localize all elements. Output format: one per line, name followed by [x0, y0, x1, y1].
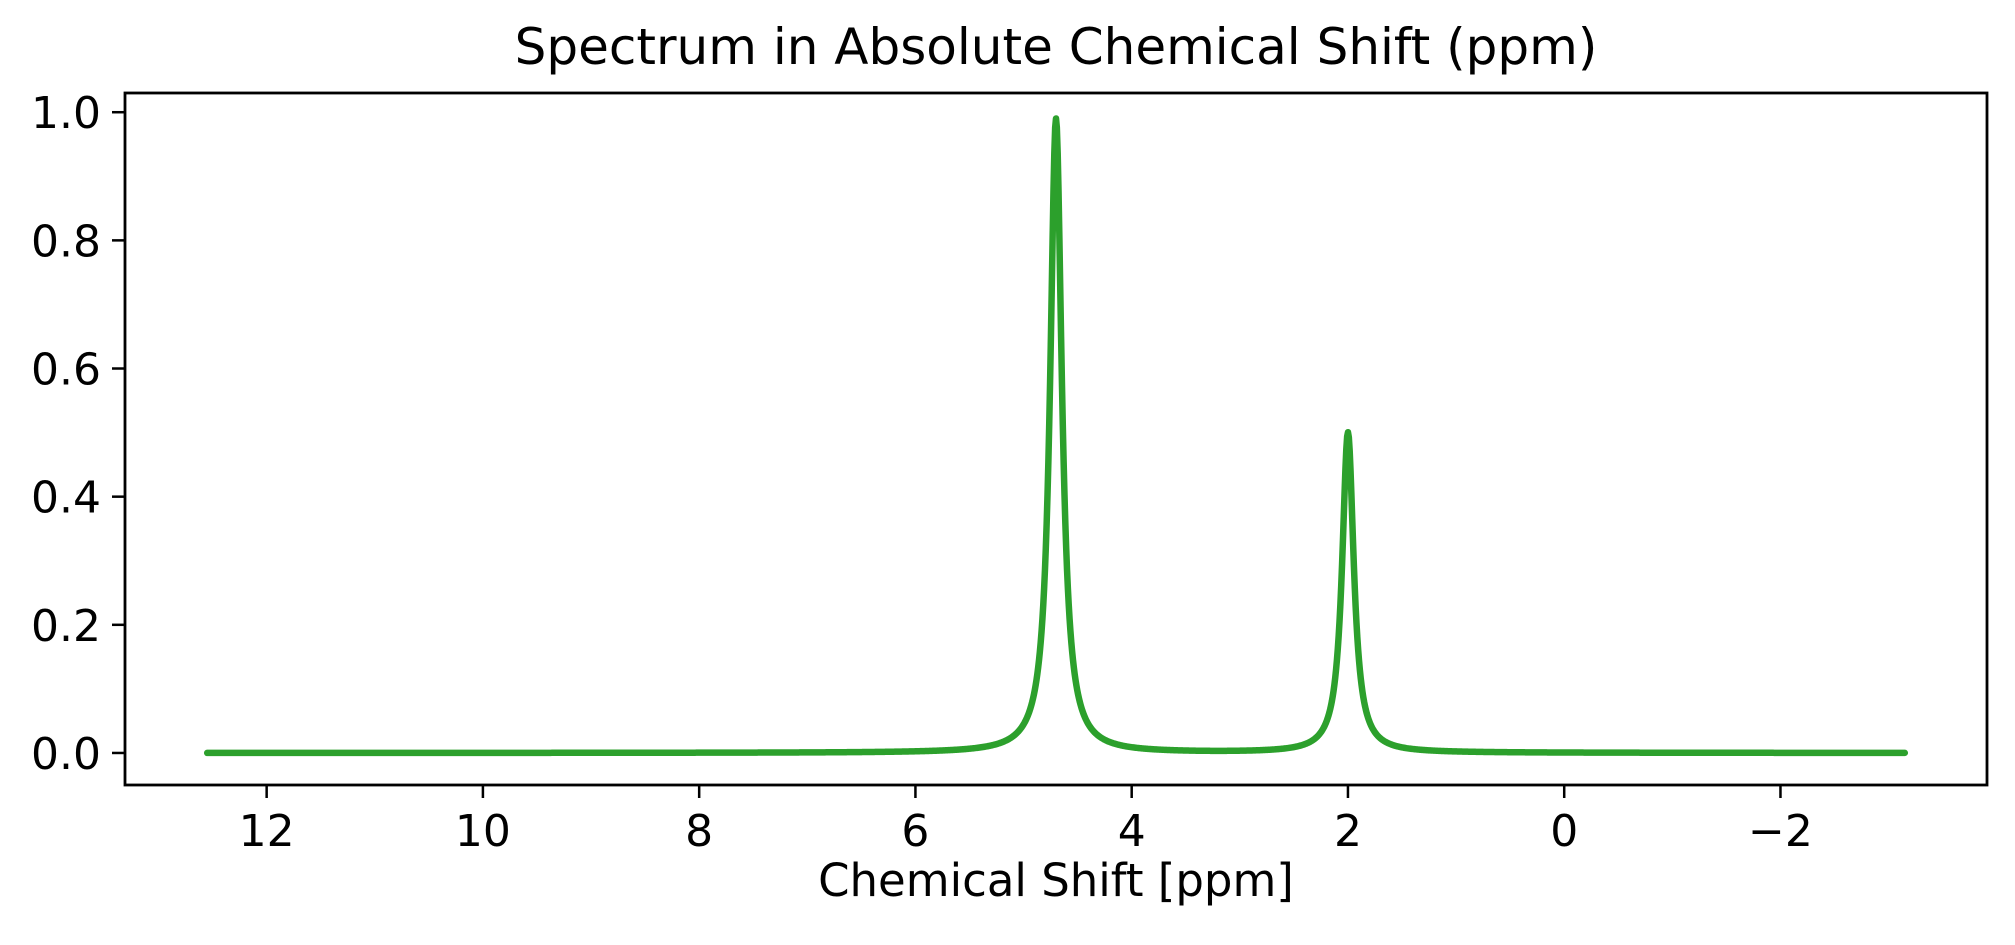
y-tick-label: 0.2: [31, 601, 101, 652]
x-axis-label: Chemical Shift [ppm]: [818, 854, 1294, 907]
y-tick-label: 0.8: [31, 216, 101, 267]
y-tick-label: 0.4: [31, 473, 101, 524]
x-tick-label: 10: [455, 806, 511, 857]
chart-title: Spectrum in Absolute Chemical Shift (ppm…: [514, 18, 1598, 76]
x-tick-label: 12: [239, 806, 295, 857]
x-tick-label: 6: [901, 806, 929, 857]
x-tick-label: 4: [1118, 806, 1146, 857]
spectrum-line: [203, 115, 1909, 757]
x-tick-label: 0: [1550, 806, 1578, 857]
plot-border: [123, 91, 1989, 787]
x-tick-label: 2: [1334, 806, 1362, 857]
y-tick-label: 0.6: [31, 345, 101, 396]
x-tick-label: −2: [1748, 806, 1813, 857]
x-tick-label: 8: [685, 806, 713, 857]
y-tick-label: 1.0: [31, 88, 101, 139]
x-ticks: 12 10 8 6 4 2 0 −2: [239, 785, 1813, 857]
y-tick-label: 0.0: [31, 729, 101, 780]
y-ticks: 0.0 0.2 0.4 0.6 0.8 1.0: [31, 88, 125, 780]
